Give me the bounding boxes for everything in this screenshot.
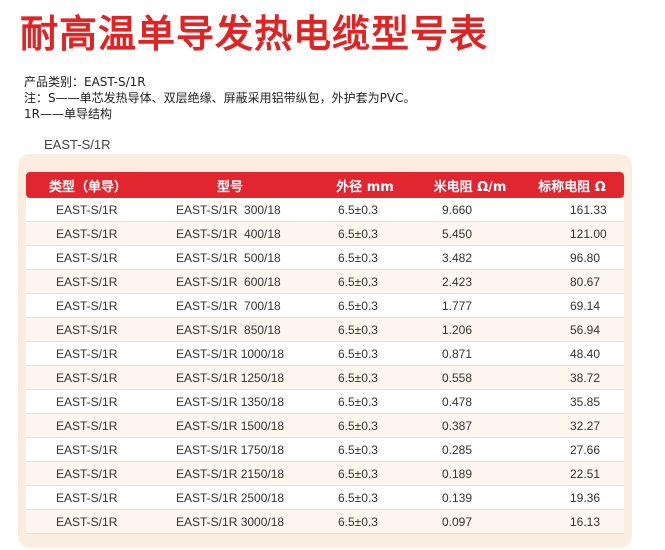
- cell-type: EAST-S/1R: [26, 198, 150, 222]
- cell-diameter: 6.5±0.3: [310, 270, 420, 294]
- cell-diameter: 6.5±0.3: [310, 222, 420, 246]
- table-row: EAST-S/1R EAST-S/1R 600/18 6.5±0.3 2.423 80.…: [26, 270, 624, 294]
- header-nominal-resistance: 标称电阻 Ω: [520, 172, 624, 198]
- cell-diameter: 6.5±0.3: [310, 390, 420, 414]
- cell-diameter: 6.5±0.3: [310, 366, 420, 390]
- cell-model: EAST-S/1R 1750/18: [150, 438, 310, 462]
- cell-type: EAST-S/1R: [26, 486, 150, 510]
- table-body: EAST-S/1R EAST-S/1R 300/18 6.5±0.3 9.660 161…: [26, 198, 624, 534]
- cell-resistance-per-meter: 0.871: [420, 342, 520, 366]
- table-row: EAST-S/1R EAST-S/1R 3000/18 6.5±0.3 0.097 16…: [26, 510, 624, 534]
- cell-nominal-resistance: 22.51: [520, 462, 624, 486]
- cell-type: EAST-S/1R: [26, 270, 150, 294]
- table-row: EAST-S/1R EAST-S/1R 700/18 6.5±0.3 1.777 69.…: [26, 294, 624, 318]
- cell-model: EAST-S/1R 1350/18: [150, 390, 310, 414]
- cell-diameter: 6.5±0.3: [310, 342, 420, 366]
- cell-type: EAST-S/1R: [26, 438, 150, 462]
- cell-model: EAST-S/1R 1500/18: [150, 414, 310, 438]
- table-row: EAST-S/1R EAST-S/1R 300/18 6.5±0.3 9.660 161…: [26, 198, 624, 222]
- cell-model: EAST-S/1R 500/18: [150, 246, 310, 270]
- table-row: EAST-S/1R EAST-S/1R 2500/18 6.5±0.3 0.139 19…: [26, 486, 624, 510]
- cell-type: EAST-S/1R: [26, 510, 150, 534]
- cell-resistance-per-meter: 0.097: [420, 510, 520, 534]
- cell-model: EAST-S/1R 850/18: [150, 318, 310, 342]
- table-row: EAST-S/1R EAST-S/1R 1750/18 6.5±0.3 0.285 27…: [26, 438, 624, 462]
- table-row: EAST-S/1R EAST-S/1R 2150/18 6.5±0.3 0.189 22…: [26, 462, 624, 486]
- cell-resistance-per-meter: 1.206: [420, 318, 520, 342]
- header-type: 类型（单导）: [26, 172, 150, 198]
- cell-nominal-resistance: 121.00: [520, 222, 624, 246]
- cell-diameter: 6.5±0.3: [310, 318, 420, 342]
- cell-model: EAST-S/1R 1250/18: [150, 366, 310, 390]
- cell-type: EAST-S/1R: [26, 414, 150, 438]
- cell-resistance-per-meter: 0.558: [420, 366, 520, 390]
- cell-diameter: 6.5±0.3: [310, 462, 420, 486]
- cell-type: EAST-S/1R: [26, 222, 150, 246]
- structure-note: 注：S——单芯发热导体、双层绝缘、屏蔽采用铝带纵包，外护套为PVC。: [24, 91, 416, 105]
- cell-resistance-per-meter: 1.777: [420, 294, 520, 318]
- cell-model: EAST-S/1R 2500/18: [150, 486, 310, 510]
- header-model: 型号: [150, 172, 310, 198]
- cell-model: EAST-S/1R 300/18: [150, 198, 310, 222]
- cell-type: EAST-S/1R: [26, 294, 150, 318]
- cell-resistance-per-meter: 3.482: [420, 246, 520, 270]
- cell-diameter: 6.5±0.3: [310, 438, 420, 462]
- header-resistance-per-meter: 米电阻 Ω/m: [420, 172, 520, 198]
- table-row: EAST-S/1R EAST-S/1R 850/18 6.5±0.3 1.206 56.…: [26, 318, 624, 342]
- table-header-row: 类型（单导） 型号 外径 mm 米电阻 Ω/m 标称电阻 Ω: [26, 172, 624, 198]
- cell-diameter: 6.5±0.3: [310, 246, 420, 270]
- cell-resistance-per-meter: 0.478: [420, 390, 520, 414]
- cell-nominal-resistance: 56.94: [520, 318, 624, 342]
- cell-resistance-per-meter: 9.660: [420, 198, 520, 222]
- cell-diameter: 6.5±0.3: [310, 414, 420, 438]
- product-info: 产品类别：EAST-S/1R 注：S——单芯发热导体、双层绝缘、屏蔽采用铝带纵包…: [24, 74, 415, 122]
- cell-nominal-resistance: 16.13: [520, 510, 624, 534]
- cell-diameter: 6.5±0.3: [310, 486, 420, 510]
- cell-resistance-per-meter: 0.285: [420, 438, 520, 462]
- cell-diameter: 6.5±0.3: [310, 198, 420, 222]
- cell-model: EAST-S/1R 400/18: [150, 222, 310, 246]
- cell-resistance-per-meter: 2.423: [420, 270, 520, 294]
- cell-type: EAST-S/1R: [26, 366, 150, 390]
- cell-nominal-resistance: 32.27: [520, 414, 624, 438]
- table-row: EAST-S/1R EAST-S/1R 1500/18 6.5±0.3 0.387 32…: [26, 414, 624, 438]
- cell-nominal-resistance: 38.72: [520, 366, 624, 390]
- cell-nominal-resistance: 27.66: [520, 438, 624, 462]
- table-row: EAST-S/1R EAST-S/1R 1350/18 6.5±0.3 0.478 35…: [26, 390, 624, 414]
- cell-diameter: 6.5±0.3: [310, 294, 420, 318]
- cell-model: EAST-S/1R 700/18: [150, 294, 310, 318]
- cell-resistance-per-meter: 0.139: [420, 486, 520, 510]
- cell-nominal-resistance: 35.85: [520, 390, 624, 414]
- cell-model: EAST-S/1R 2150/18: [150, 462, 310, 486]
- table-row: EAST-S/1R EAST-S/1R 500/18 6.5±0.3 3.482 96.…: [26, 246, 624, 270]
- table-row: EAST-S/1R EAST-S/1R 1250/18 6.5±0.3 0.558 38…: [26, 366, 624, 390]
- cell-nominal-resistance: 161.33: [520, 198, 624, 222]
- model-table: 类型（单导） 型号 外径 mm 米电阻 Ω/m 标称电阻 Ω EAST-S/1R…: [26, 172, 624, 534]
- structure-legend: 1R——单导结构: [24, 107, 112, 121]
- cell-nominal-resistance: 96.80: [520, 246, 624, 270]
- cell-type: EAST-S/1R: [26, 462, 150, 486]
- cell-model: EAST-S/1R 600/18: [150, 270, 310, 294]
- cell-type: EAST-S/1R: [26, 342, 150, 366]
- cell-resistance-per-meter: 5.450: [420, 222, 520, 246]
- page-title: 耐高温单导发热电缆型号表: [20, 12, 489, 56]
- cell-type: EAST-S/1R: [26, 246, 150, 270]
- product-category: 产品类别：EAST-S/1R: [24, 75, 146, 89]
- cell-type: EAST-S/1R: [26, 318, 150, 342]
- cell-model: EAST-S/1R 3000/18: [150, 510, 310, 534]
- header-diameter: 外径 mm: [310, 172, 420, 198]
- cell-nominal-resistance: 19.36: [520, 486, 624, 510]
- cell-resistance-per-meter: 0.189: [420, 462, 520, 486]
- cell-nominal-resistance: 69.14: [520, 294, 624, 318]
- cell-resistance-per-meter: 0.387: [420, 414, 520, 438]
- section-label: EAST-S/1R: [44, 137, 111, 152]
- table-row: EAST-S/1R EAST-S/1R 1000/18 6.5±0.3 0.871 48…: [26, 342, 624, 366]
- cell-type: EAST-S/1R: [26, 390, 150, 414]
- cell-diameter: 6.5±0.3: [310, 510, 420, 534]
- table-row: EAST-S/1R EAST-S/1R 400/18 6.5±0.3 5.450 121…: [26, 222, 624, 246]
- cell-nominal-resistance: 80.67: [520, 270, 624, 294]
- cell-nominal-resistance: 48.40: [520, 342, 624, 366]
- cell-model: EAST-S/1R 1000/18: [150, 342, 310, 366]
